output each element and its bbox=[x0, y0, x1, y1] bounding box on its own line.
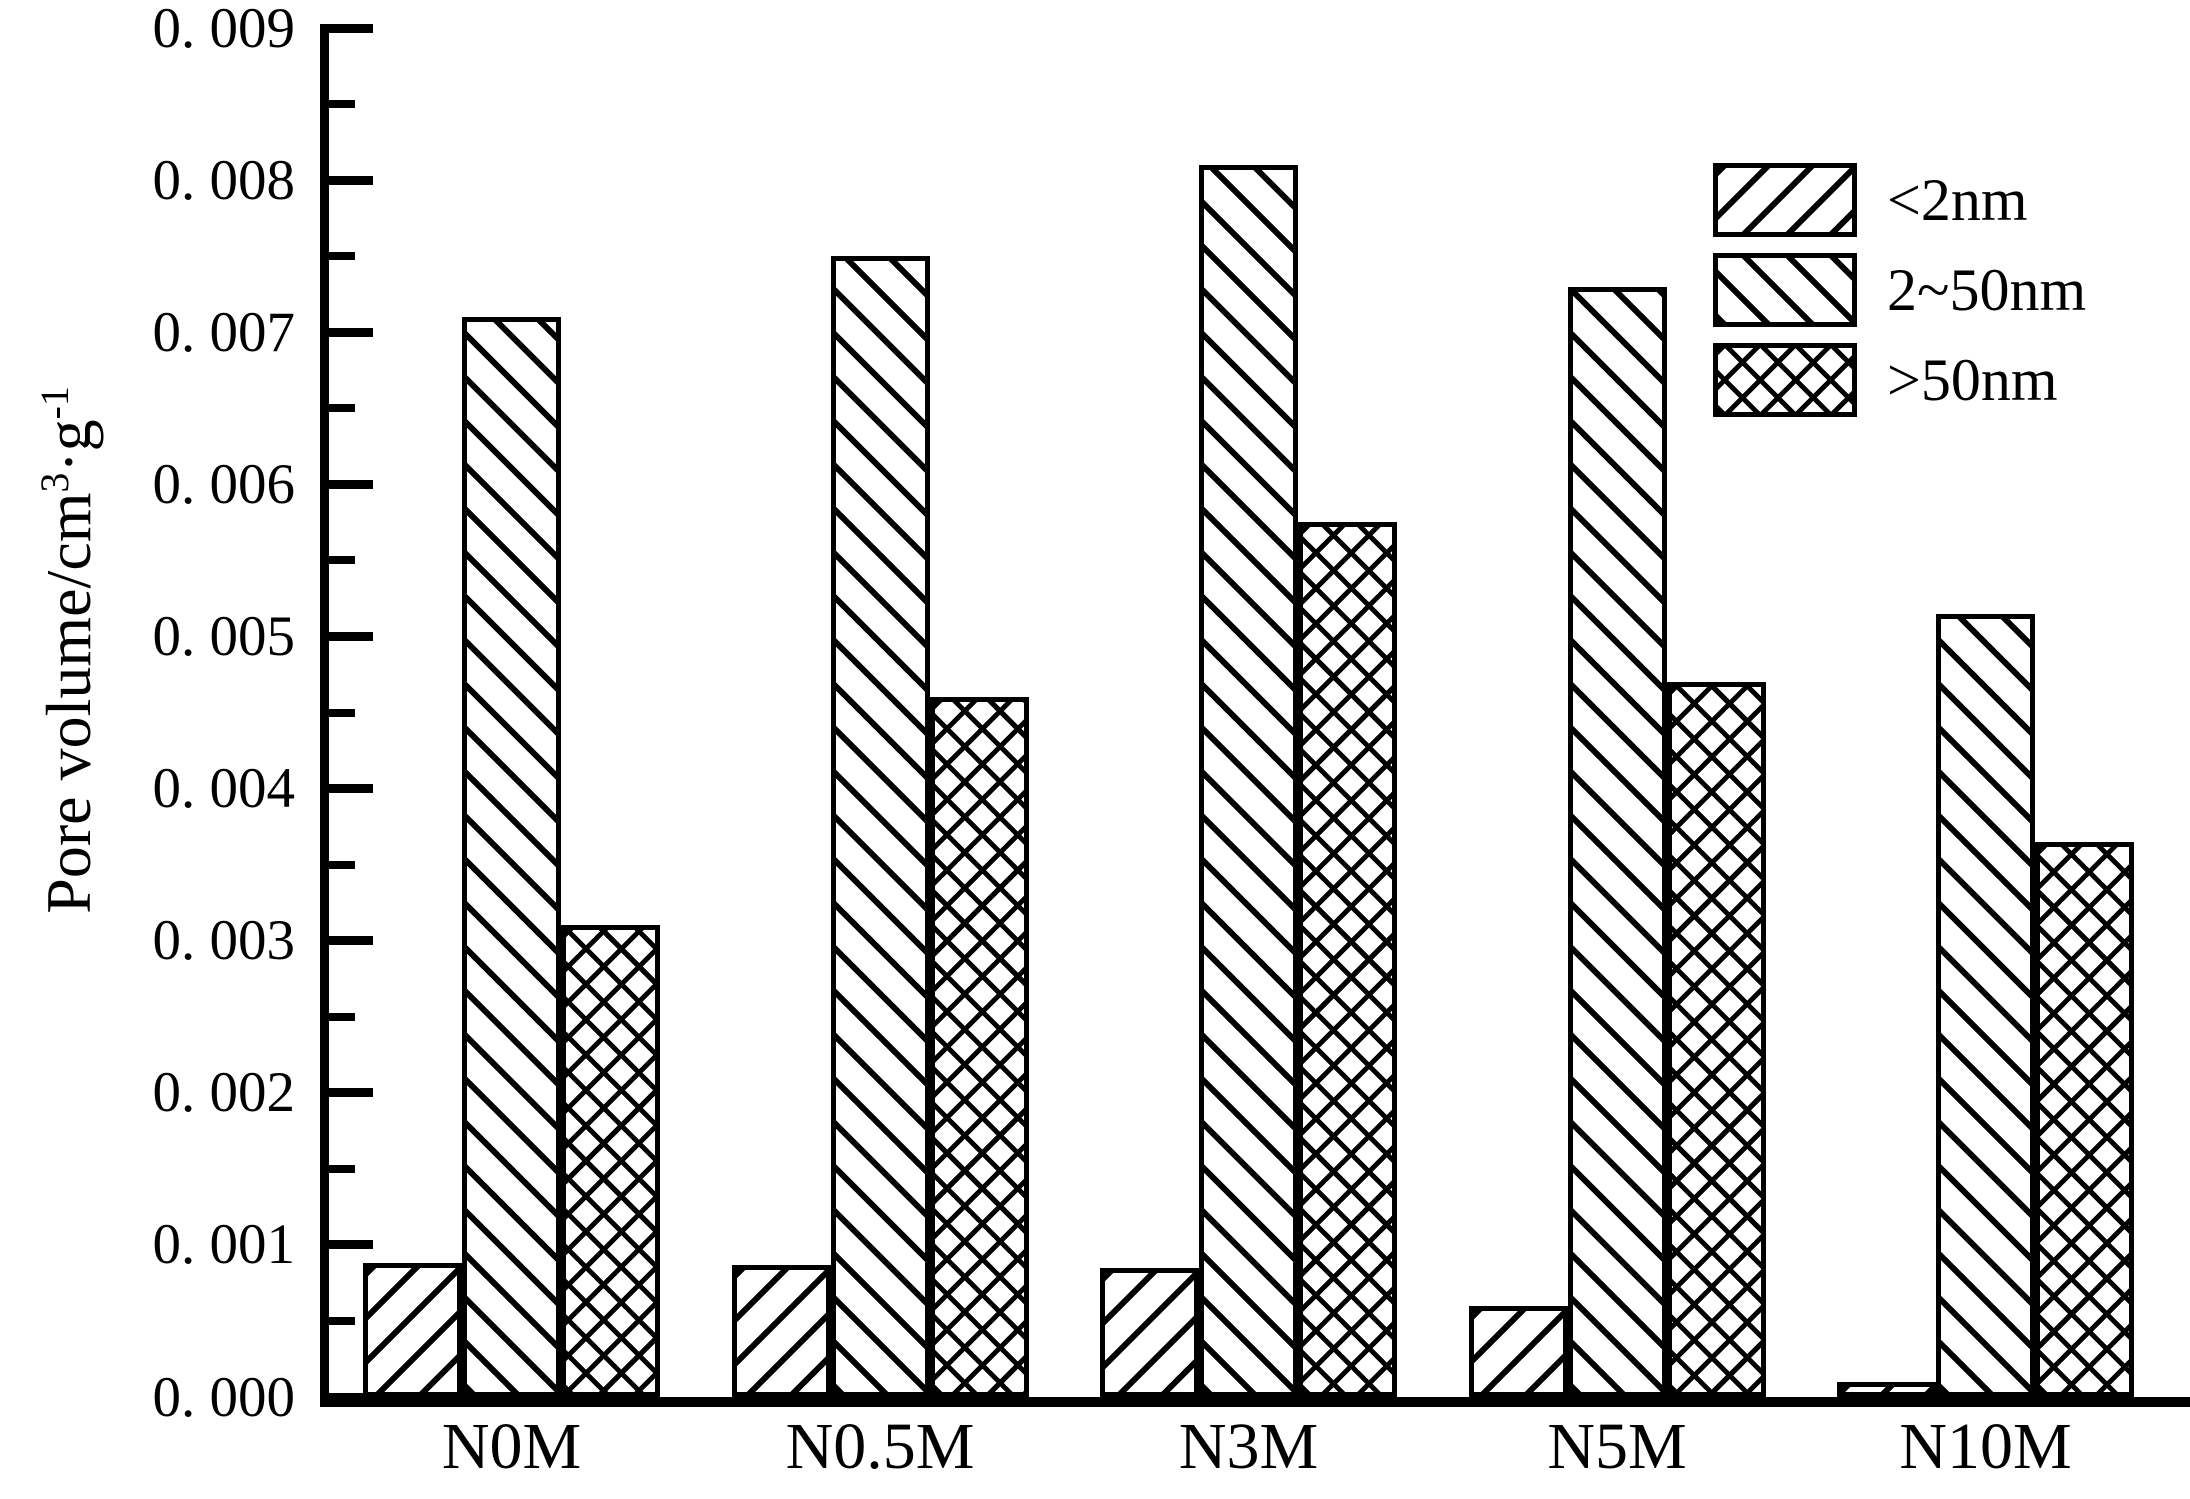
legend-label-gt50nm: >50nm bbox=[1887, 347, 2058, 413]
y-axis-line bbox=[320, 24, 329, 1407]
y-minor-tick bbox=[329, 556, 355, 565]
y-tick-label: 0. 009 bbox=[152, 0, 296, 60]
y-tick-label: 0. 007 bbox=[152, 300, 296, 364]
y-tick-label: 0. 006 bbox=[152, 452, 296, 516]
y-tick-label: 0. 003 bbox=[152, 909, 296, 973]
y-major-tick bbox=[329, 175, 373, 185]
legend-swatch-crosshatch bbox=[1713, 343, 1857, 417]
bar-n3m-250nm bbox=[1199, 164, 1298, 1397]
bar-n0_5m-250nm bbox=[830, 256, 930, 1397]
legend-label-lt2nm: <2nm bbox=[1887, 167, 2028, 233]
y-major-tick bbox=[329, 1392, 373, 1402]
y-major-tick bbox=[329, 23, 373, 33]
legend-label-2to50nm: 2~50nm bbox=[1887, 257, 2087, 323]
bar-n0_5m-2nm bbox=[731, 1264, 831, 1397]
y-minor-tick bbox=[329, 252, 355, 261]
y-tick-label: 0. 008 bbox=[152, 148, 296, 212]
y-tick-label: 0. 004 bbox=[152, 757, 296, 821]
y-major-tick bbox=[329, 936, 373, 946]
y-major-tick bbox=[329, 327, 373, 337]
x-tick-label-n3m: N3M bbox=[1178, 1410, 1319, 1483]
bar-n5m-250nm bbox=[1567, 286, 1667, 1397]
y-axis-title-text: Pore volume/cm bbox=[33, 492, 105, 914]
bar-n3m-2nm bbox=[1100, 1267, 1199, 1397]
y-minor-tick bbox=[329, 708, 355, 717]
legend-swatch-diagonal-forward bbox=[1713, 163, 1857, 237]
x-tick-label-n0_5m: N0.5M bbox=[785, 1410, 975, 1483]
y-tick-label: 0. 000 bbox=[152, 1365, 296, 1429]
legend-item-gt50nm: >50nm bbox=[1713, 343, 2058, 417]
bar-n5m-2nm bbox=[1468, 1305, 1568, 1397]
y-minor-tick bbox=[329, 1164, 355, 1173]
bar-n0m-2nm bbox=[363, 1263, 462, 1397]
x-axis-line bbox=[320, 1397, 2190, 1407]
y-minor-tick bbox=[329, 860, 355, 869]
y-tick-label: 0. 005 bbox=[152, 605, 296, 668]
bar-n0_5m-50nm bbox=[929, 697, 1029, 1397]
bar-n10m-2nm bbox=[1837, 1381, 1936, 1397]
y-tick-label: 0. 001 bbox=[152, 1213, 296, 1277]
legend-item-2to50nm: 2~50nm bbox=[1713, 253, 2086, 327]
bar-n3m-50nm bbox=[1298, 522, 1397, 1397]
y-major-tick bbox=[329, 784, 373, 794]
bar-n0m-50nm bbox=[561, 925, 660, 1397]
x-tick-label-n5m: N5M bbox=[1547, 1410, 1687, 1483]
x-tick-label-n10m: N10M bbox=[1899, 1410, 2072, 1483]
bar-n10m-50nm bbox=[2035, 841, 2134, 1397]
y-minor-tick bbox=[329, 404, 355, 413]
y-major-tick bbox=[329, 1088, 373, 1098]
legend-item-lt2nm: <2nm bbox=[1713, 163, 2028, 237]
y-axis-title-superscript-minus1: -1 bbox=[32, 386, 77, 420]
bar-n5m-50nm bbox=[1666, 682, 1766, 1397]
y-tick-label: 0. 002 bbox=[152, 1061, 296, 1125]
bar-n0m-250nm bbox=[462, 317, 561, 1397]
legend-swatch-diagonal-backward bbox=[1713, 253, 1857, 327]
y-major-tick bbox=[329, 632, 373, 641]
x-tick-label-n0m: N0M bbox=[441, 1410, 582, 1483]
y-minor-tick bbox=[329, 100, 355, 109]
bar-n10m-250nm bbox=[1936, 613, 2035, 1397]
y-major-tick bbox=[329, 1240, 373, 1250]
y-minor-tick bbox=[329, 1012, 355, 1021]
y-minor-tick bbox=[329, 1316, 355, 1325]
y-major-tick bbox=[329, 479, 373, 489]
